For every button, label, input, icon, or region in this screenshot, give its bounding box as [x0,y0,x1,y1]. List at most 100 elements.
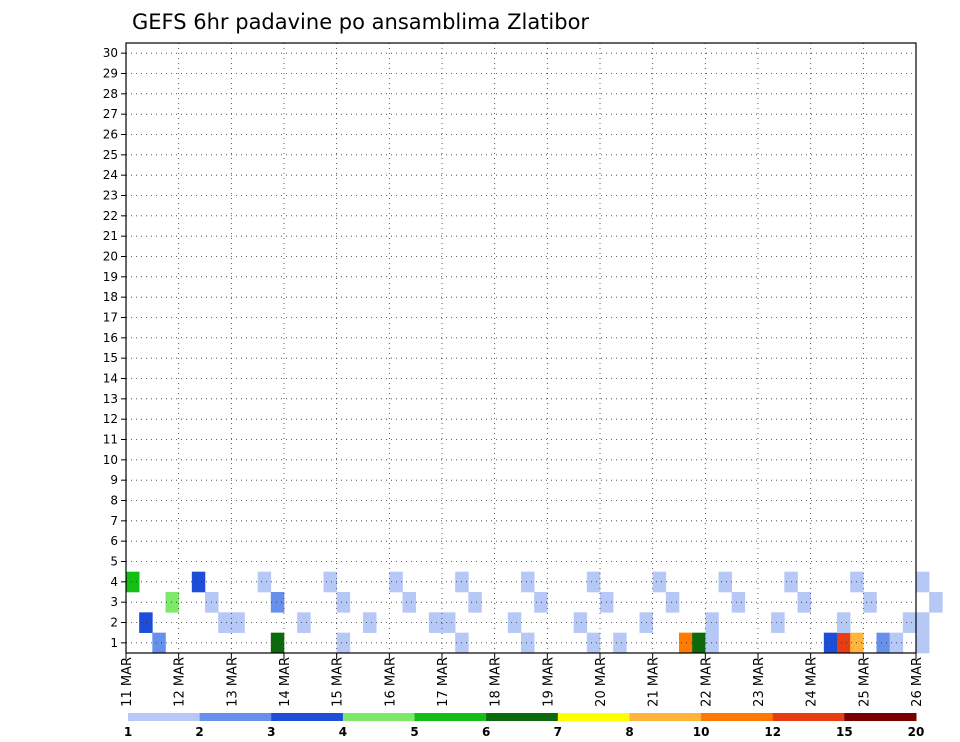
heatmap-cell [665,592,680,613]
colorbar-label: 1 [124,725,132,739]
heatmap-cell [705,632,719,654]
heatmap-cell [139,612,153,633]
heatmap-cell [402,592,416,613]
colorbar-segment [128,713,201,721]
heatmap-cell [837,632,851,654]
y-tick-label: 11 [103,433,118,447]
heatmap-cell [468,592,482,613]
y-tick-label: 30 [103,46,118,60]
y-tick-label: 28 [103,87,118,101]
colorbar-label: 7 [554,725,562,739]
x-tick-label: 17 MAR [436,657,451,707]
x-tick-label: 22 MAR [699,657,714,707]
heatmap-cell [363,612,377,633]
heatmap-cell [731,592,746,613]
heatmap-cell [191,571,206,593]
y-tick-label: 19 [103,270,118,284]
y-tick-label: 26 [103,128,118,142]
colorbar-segment [701,713,774,721]
y-tick-label: 14 [103,372,118,386]
heatmap-cell [323,571,337,593]
heatmap-cell [902,612,917,633]
y-tick-label: 8 [110,494,118,508]
heatmap-cell [521,632,535,654]
colorbar-label: 4 [339,725,347,739]
y-tick-label: 29 [103,67,118,81]
y-tick-label: 21 [103,229,118,243]
y-tick-label: 27 [103,107,118,121]
colorbar-segment [342,713,416,721]
y-tick-label: 2 [110,616,118,630]
heatmap-cell [718,571,732,593]
heatmap-cell [165,592,179,613]
colorbar-label: 20 [908,725,925,739]
y-tick-label: 15 [103,351,118,365]
heatmap-cell [916,612,930,633]
heatmap-cell [573,612,588,633]
x-tick-label: 13 MAR [225,657,240,707]
heatmap-cell [613,632,627,654]
heatmap-cells [126,571,943,654]
x-tick-label: 25 MAR [857,657,872,707]
heatmap-cell [692,632,706,654]
heatmap-cell [876,632,890,654]
colorbar-segment [844,713,917,721]
y-tick-label: 25 [103,148,118,162]
y-tick-label: 20 [103,250,118,264]
colorbar-label: 10 [693,725,710,739]
heatmap-cell [929,592,943,613]
heatmap-cell [586,632,601,654]
heatmap-cell [428,612,443,633]
heatmap-cell [652,571,667,593]
y-tick-label: 12 [103,412,118,426]
heatmap-cell [797,592,811,613]
heatmap-cell [336,632,351,654]
colorbar-segment [772,713,845,721]
y-tick-label: 4 [110,575,118,589]
heatmap-cell [270,592,285,613]
x-tick-label: 11 MAR [120,657,135,707]
heatmap-cell [771,612,785,633]
y-tick-label: 23 [103,189,118,203]
grid-lines [126,43,916,653]
heatmap-cell [916,571,930,593]
heatmap-cell [521,571,535,593]
x-tick-label: 24 MAR [805,657,820,707]
colorbar-label: 8 [625,725,633,739]
plot-frame [125,42,917,654]
y-tick-label: 17 [103,311,118,325]
heatmap-cell [679,632,693,654]
heatmap-cell [218,612,232,633]
heatmap-cell [863,592,877,613]
x-tick-label: 16 MAR [383,657,398,707]
heatmap-cell [586,571,601,593]
x-tick-label: 18 MAR [489,657,504,707]
y-tick-label: 1 [110,636,118,650]
y-axis: 1234567891011121314151617181920212223242… [103,46,126,650]
x-tick-label: 12 MAR [173,657,188,707]
y-tick-label: 18 [103,290,118,304]
colorbar-segment [414,713,487,721]
colorbar-label: 15 [836,725,853,739]
heatmap-cell [507,612,522,633]
x-tick-label: 26 MAR [910,657,925,707]
heatmap-cell [126,571,140,593]
heatmap-cell [257,571,272,593]
heatmap-cell [270,632,285,654]
y-tick-label: 6 [110,534,118,548]
y-tick-label: 9 [110,473,118,487]
heatmap-cell [231,612,245,633]
x-tick-label: 21 MAR [647,657,662,707]
y-tick-label: 22 [103,209,118,223]
colorbar-label: 3 [267,725,275,739]
x-tick-label: 14 MAR [278,657,293,707]
colorbar-label: 2 [195,725,203,739]
y-tick-label: 3 [110,595,118,609]
y-tick-label: 5 [110,555,118,569]
chart-title: GEFS 6hr padavine po ansamblima Zlatibor [132,10,589,34]
heatmap-cell [442,612,456,633]
colorbar-segment [486,713,559,721]
colorbar-segment [557,713,630,721]
colorbar-label: 12 [764,725,781,739]
colorbar: 1 2 3 4 5 6 7 8 10 12 15 20 [124,713,925,739]
